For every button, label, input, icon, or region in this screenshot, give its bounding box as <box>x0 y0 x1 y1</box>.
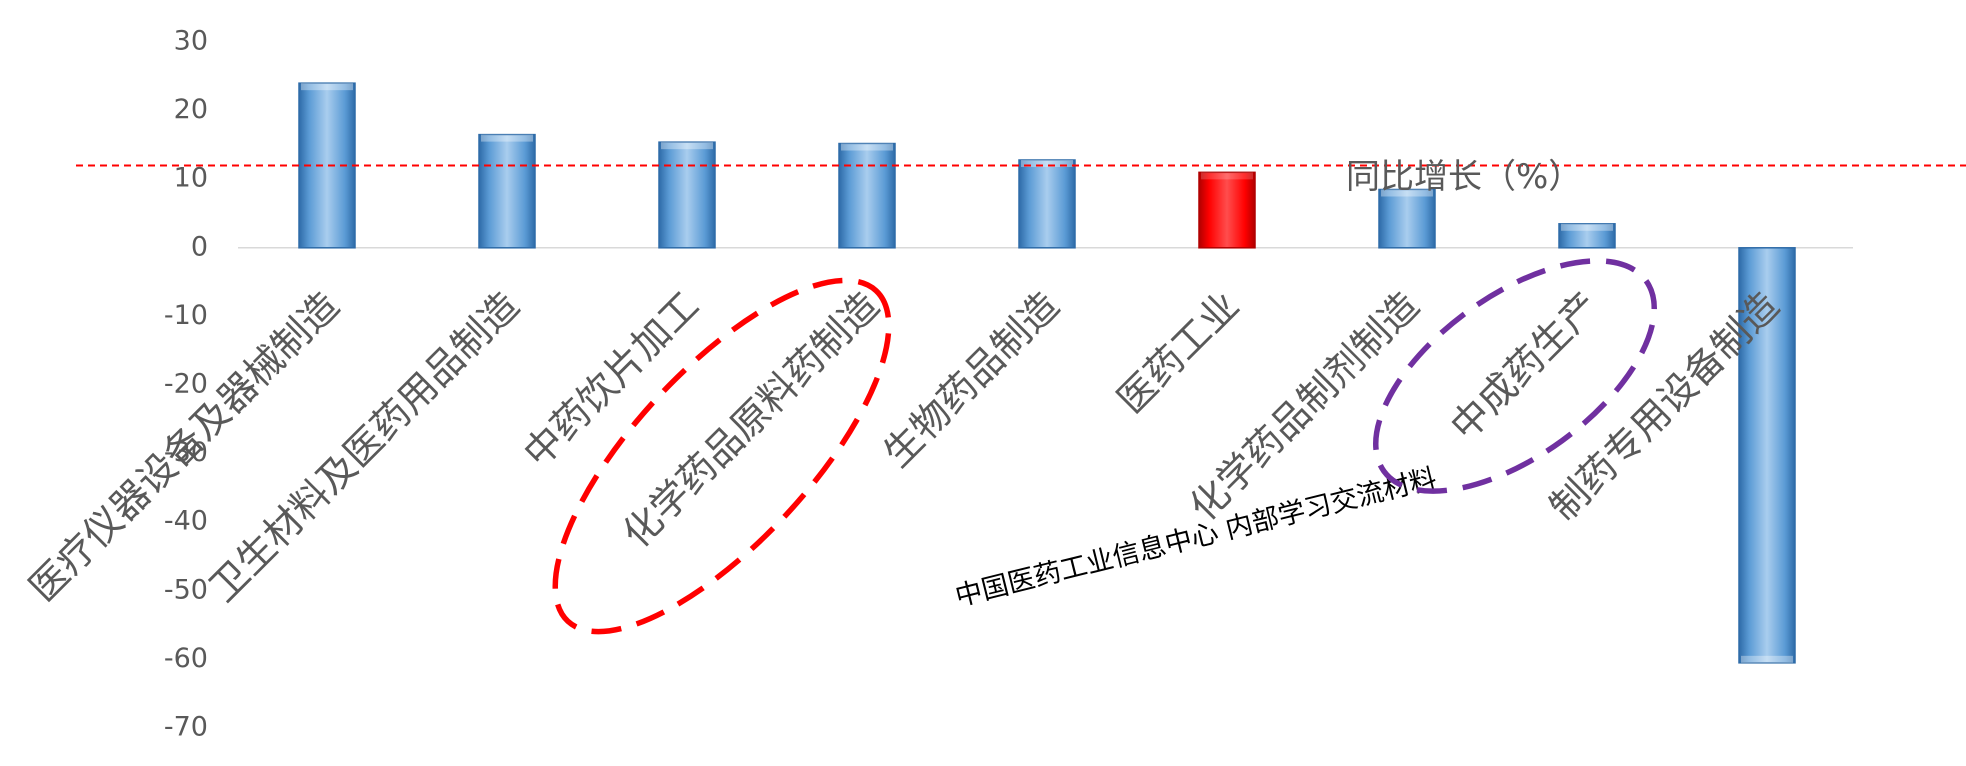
bar-bevel <box>661 142 713 149</box>
y-tick-label: -20 <box>164 369 208 400</box>
series-label: 同比增长（%） <box>1346 157 1582 197</box>
bar-bevel <box>1741 656 1793 663</box>
bar-bevel <box>301 83 353 90</box>
x-tick-label: 中成药生产 <box>1442 283 1607 448</box>
x-tick-label: 生物药品制造 <box>875 283 1067 475</box>
bar <box>659 142 715 248</box>
bar <box>1379 189 1435 247</box>
category-labels: 医疗仪器设备及器械制造卫生材料及医药用品制造中药饮片加工化学药品原料药制造生物药… <box>21 283 1788 610</box>
bar-bevel <box>481 135 533 142</box>
y-tick-label: -40 <box>164 506 208 537</box>
x-tick-label: 卫生材料及医药用品制造 <box>201 283 528 610</box>
y-tick-label: 30 <box>174 26 208 57</box>
bar-body <box>839 144 895 248</box>
x-tick-label: 医疗仪器设备及器械制造 <box>21 283 348 610</box>
y-tick-label: -10 <box>164 300 208 331</box>
bar <box>1019 160 1075 248</box>
bar-body <box>1199 172 1255 247</box>
y-tick-label: 0 <box>191 231 208 262</box>
bar <box>479 135 535 248</box>
bar-bevel <box>1201 172 1253 179</box>
y-tick-label: -70 <box>164 712 208 743</box>
y-tick-label: 20 <box>174 94 208 125</box>
bar-bevel <box>1561 224 1613 231</box>
bar <box>1559 224 1615 248</box>
y-tick-label: -60 <box>164 643 208 674</box>
bar-body <box>1019 160 1075 248</box>
bar-highlight <box>1199 172 1255 247</box>
bar-body <box>479 135 535 248</box>
bar-body <box>659 142 715 248</box>
x-tick-label: 医药工业 <box>1109 283 1248 422</box>
bar-body <box>1379 189 1435 247</box>
bar-bevel <box>841 144 893 151</box>
bar <box>839 144 895 248</box>
y-tick-label: 10 <box>174 163 208 194</box>
